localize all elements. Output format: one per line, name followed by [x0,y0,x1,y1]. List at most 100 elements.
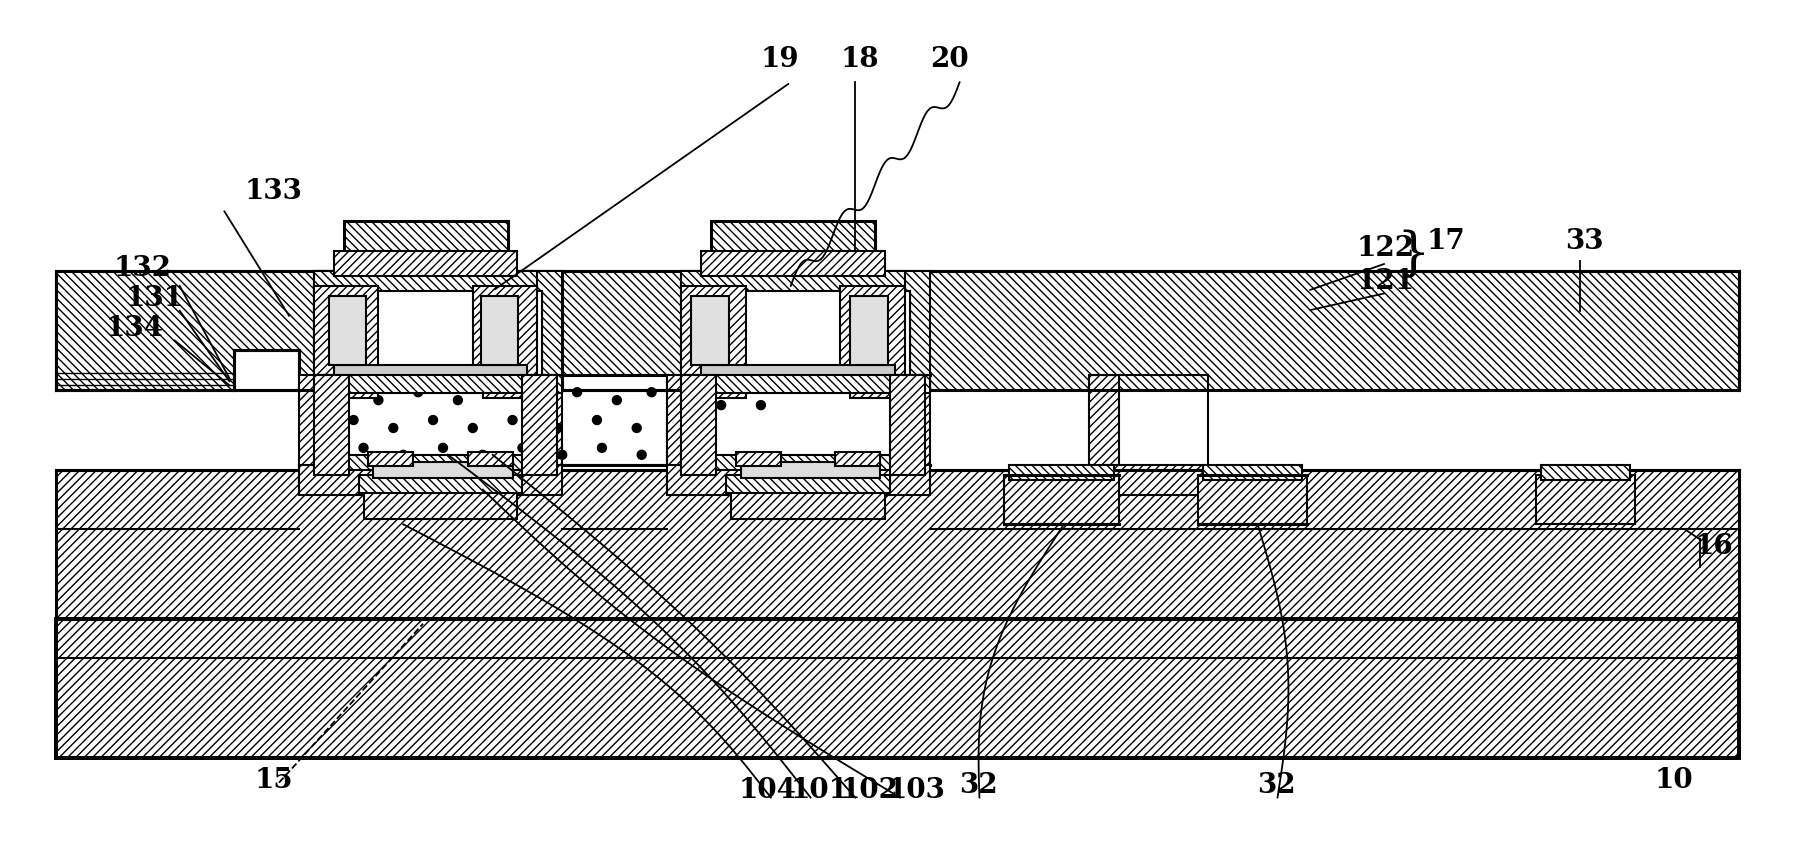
Bar [299,464,563,494]
Circle shape [757,401,766,409]
Circle shape [737,388,746,396]
Bar [333,365,527,383]
Bar [328,276,547,370]
Bar [701,380,746,398]
Bar [1203,464,1302,480]
Bar [712,222,875,253]
Bar [889,375,925,475]
Circle shape [637,450,645,459]
Bar [328,391,527,455]
Text: 103: 103 [888,777,947,803]
Bar [1088,464,1208,494]
Bar [364,490,518,520]
Bar [1088,375,1119,485]
Bar [299,375,328,485]
Bar [732,490,886,520]
Bar [667,464,931,494]
Text: 19: 19 [760,47,800,73]
Circle shape [597,443,606,453]
Text: 101: 101 [791,777,848,803]
Bar [369,452,412,466]
Bar [681,375,931,393]
Text: }: } [1397,229,1431,280]
Bar [522,375,558,475]
Circle shape [375,396,384,405]
Circle shape [359,443,368,453]
Polygon shape [56,271,359,391]
Circle shape [518,443,527,453]
Bar [1004,475,1119,525]
Circle shape [633,424,642,432]
Circle shape [697,388,706,396]
Circle shape [717,401,726,409]
Circle shape [647,388,656,396]
Text: 122: 122 [1357,235,1415,262]
Bar [359,271,1739,391]
Bar [344,222,507,253]
Bar [701,365,895,383]
Circle shape [389,424,398,432]
Bar [681,271,905,291]
Text: 17: 17 [1427,228,1465,256]
Bar [741,462,880,478]
Bar [56,391,1739,469]
Text: 32: 32 [1257,772,1296,799]
Text: 132: 132 [113,255,170,282]
Bar [850,380,895,398]
Bar [692,295,730,365]
Bar [328,295,366,365]
Bar [1540,464,1630,480]
Bar [726,475,889,492]
Circle shape [552,424,561,432]
Text: 15: 15 [255,767,292,794]
Bar [328,375,667,464]
Bar [850,295,888,365]
Bar [481,295,518,365]
Circle shape [558,450,567,459]
Bar [56,619,1739,758]
Circle shape [613,396,622,405]
Bar [314,271,563,391]
Bar [841,286,905,375]
Bar [1009,464,1113,480]
Bar [468,452,513,466]
Text: 131: 131 [126,284,183,312]
Bar [1198,475,1307,525]
Text: 102: 102 [841,777,898,803]
Circle shape [493,388,502,396]
Bar [56,469,1739,619]
Bar [681,286,746,375]
Bar [359,475,522,492]
Text: 33: 33 [1565,228,1605,256]
Polygon shape [314,271,563,391]
Bar [373,462,513,478]
Bar [701,251,886,276]
Circle shape [592,415,601,424]
Circle shape [454,396,463,405]
Bar [333,380,378,398]
Circle shape [350,415,359,424]
Circle shape [572,388,581,396]
Bar [533,375,563,485]
Text: 104: 104 [739,777,796,803]
Bar [482,380,527,398]
Bar [314,271,538,291]
Bar [314,455,541,469]
Bar [314,286,378,375]
Circle shape [468,424,477,432]
Bar [701,291,909,375]
Text: 134: 134 [106,315,163,341]
Bar [333,251,518,276]
Bar [900,375,931,485]
Bar [1537,475,1635,525]
Bar [667,375,696,485]
Circle shape [398,450,407,459]
Bar [333,291,541,375]
Bar [681,455,909,469]
Text: 121: 121 [1357,268,1415,295]
Text: 133: 133 [244,178,303,205]
Text: 10: 10 [1655,767,1694,794]
Polygon shape [681,271,931,391]
Text: 16: 16 [1694,533,1734,560]
Text: 20: 20 [931,47,968,73]
